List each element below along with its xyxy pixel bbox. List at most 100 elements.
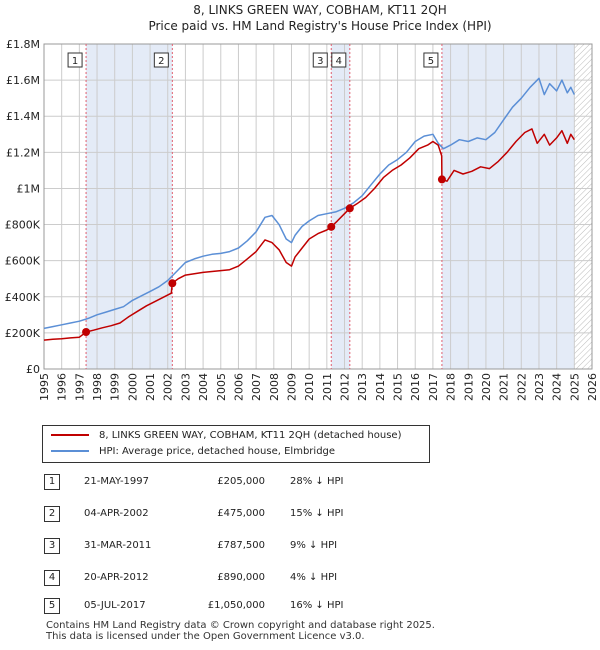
y-tick-label: £200K bbox=[5, 327, 41, 340]
x-tick-label: 2018 bbox=[445, 373, 458, 401]
y-tick-label: £1.2M bbox=[6, 146, 40, 159]
legend-swatch-property bbox=[51, 434, 89, 436]
forecast-hatch bbox=[574, 44, 592, 369]
x-tick-label: 2015 bbox=[392, 373, 405, 401]
table-row: 4 20-APR-2012 £890,000 4% ↓ HPI bbox=[0, 568, 600, 588]
x-tick-label: 2011 bbox=[321, 373, 334, 401]
shaded-period bbox=[86, 44, 173, 369]
x-tick-label: 1999 bbox=[109, 373, 122, 401]
sale-hpi-diff: 28% ↓ HPI bbox=[290, 476, 344, 487]
table-row: 1 21-MAY-1997 £205,000 28% ↓ HPI bbox=[0, 472, 600, 492]
x-tick-label: 1995 bbox=[38, 373, 51, 401]
price-chart: 8, LINKS GREEN WAY, COBHAM, KT11 2QH Pri… bbox=[5, 3, 599, 401]
sale-date: 31-MAR-2011 bbox=[84, 540, 152, 551]
y-tick-label: £1.4M bbox=[6, 110, 40, 123]
sale-marker-label: 1 bbox=[72, 56, 78, 67]
x-tick-label: 2012 bbox=[339, 373, 352, 401]
sale-hpi-diff: 9% ↓ HPI bbox=[290, 540, 338, 551]
legend: 8, LINKS GREEN WAY, COBHAM, KT11 2QH (de… bbox=[42, 425, 430, 463]
plot-border bbox=[43, 43, 593, 370]
x-tick-label: 2006 bbox=[232, 373, 245, 401]
x-tick-label: 1997 bbox=[73, 373, 86, 401]
sale-number: 4 bbox=[44, 570, 60, 586]
sale-point bbox=[437, 175, 446, 184]
y-tick-label: £0 bbox=[26, 363, 40, 376]
x-tick-label: 2001 bbox=[144, 373, 157, 401]
sale-marker-box bbox=[153, 52, 169, 68]
footer-license: This data is licensed under the Open Gov… bbox=[46, 631, 365, 642]
series-line-property bbox=[43, 128, 575, 341]
sale-point bbox=[345, 204, 354, 213]
chart-subtitle: Price paid vs. HM Land Registry's House … bbox=[148, 19, 491, 33]
table-row: 2 04-APR-2002 £475,000 15% ↓ HPI bbox=[0, 504, 600, 524]
sale-date: 04-APR-2002 bbox=[84, 508, 149, 519]
sale-number: 5 bbox=[44, 598, 60, 614]
legend-label-property: 8, LINKS GREEN WAY, COBHAM, KT11 2QH (de… bbox=[99, 430, 402, 441]
sale-marker-box bbox=[312, 52, 328, 68]
sale-date: 21-MAY-1997 bbox=[84, 476, 150, 487]
x-tick-label: 2014 bbox=[374, 373, 387, 401]
x-tick-label: 2013 bbox=[356, 373, 369, 401]
sale-date: 20-APR-2012 bbox=[84, 572, 149, 583]
legend-label-hpi: HPI: Average price, detached house, Elmb… bbox=[99, 446, 336, 457]
sale-point bbox=[82, 327, 91, 336]
table-row: 3 31-MAR-2011 £787,500 9% ↓ HPI bbox=[0, 536, 600, 556]
x-tick-label: 2026 bbox=[586, 373, 599, 401]
x-tick-label: 2005 bbox=[215, 373, 228, 401]
series-line-hpi bbox=[43, 77, 575, 330]
y-tick-label: £600K bbox=[5, 255, 41, 268]
sale-number: 3 bbox=[44, 538, 60, 554]
sale-hpi-diff: 16% ↓ HPI bbox=[290, 600, 344, 611]
shaded-period bbox=[441, 44, 575, 369]
chart-title: 8, LINKS GREEN WAY, COBHAM, KT11 2QH bbox=[193, 3, 447, 17]
sale-marker-box bbox=[67, 52, 83, 68]
x-tick-label: 2009 bbox=[285, 373, 298, 401]
x-tick-label: 2016 bbox=[409, 373, 422, 401]
footer: Contains HM Land Registry data © Crown c… bbox=[46, 620, 435, 642]
sale-point bbox=[327, 222, 336, 231]
sale-price: £787,500 bbox=[217, 540, 265, 551]
y-tick-label: £400K bbox=[5, 291, 41, 304]
y-tick-label: £1M bbox=[17, 182, 41, 195]
sale-marker-label: 5 bbox=[428, 56, 434, 67]
sale-marker-box bbox=[331, 52, 347, 68]
sale-number: 2 bbox=[44, 506, 60, 522]
sale-number: 1 bbox=[44, 474, 60, 490]
x-tick-label: 2021 bbox=[498, 373, 511, 401]
shaded-period bbox=[331, 44, 350, 369]
y-tick-label: £800K bbox=[5, 219, 41, 232]
x-tick-label: 2020 bbox=[480, 373, 493, 401]
x-tick-label: 2010 bbox=[303, 373, 316, 401]
sale-marker-label: 2 bbox=[158, 56, 164, 67]
x-tick-label: 2019 bbox=[462, 373, 475, 401]
x-tick-label: 2025 bbox=[568, 373, 581, 401]
sale-price: £1,050,000 bbox=[207, 600, 265, 611]
x-tick-label: 2007 bbox=[250, 373, 263, 401]
sale-hpi-diff: 15% ↓ HPI bbox=[290, 508, 344, 519]
footer-copyright: Contains HM Land Registry data © Crown c… bbox=[46, 620, 435, 631]
sale-marker-box bbox=[423, 52, 439, 68]
sale-marker-label: 4 bbox=[336, 56, 342, 67]
sale-marker-label: 3 bbox=[317, 56, 323, 67]
y-tick-label: £1.8M bbox=[6, 38, 40, 51]
sale-hpi-diff: 4% ↓ HPI bbox=[290, 572, 338, 583]
x-tick-label: 2023 bbox=[533, 373, 546, 401]
x-tick-label: 1996 bbox=[56, 373, 69, 401]
x-tick-label: 2022 bbox=[515, 373, 528, 401]
x-tick-label: 2008 bbox=[268, 373, 281, 401]
x-tick-label: 2024 bbox=[551, 373, 564, 401]
x-tick-label: 2004 bbox=[197, 373, 210, 401]
table-row: 5 05-JUL-2017 £1,050,000 16% ↓ HPI bbox=[0, 596, 600, 616]
x-tick-label: 2017 bbox=[427, 373, 440, 401]
legend-swatch-hpi bbox=[51, 450, 89, 452]
sale-price: £475,000 bbox=[217, 508, 265, 519]
x-tick-label: 2003 bbox=[179, 373, 192, 401]
legend-item-property: 8, LINKS GREEN WAY, COBHAM, KT11 2QH (de… bbox=[51, 429, 401, 443]
sale-price: £890,000 bbox=[217, 572, 265, 583]
sale-point bbox=[168, 279, 177, 288]
x-tick-label: 2002 bbox=[162, 373, 175, 401]
x-tick-label: 2000 bbox=[126, 373, 139, 401]
sale-price: £205,000 bbox=[217, 476, 265, 487]
legend-item-hpi: HPI: Average price, detached house, Elmb… bbox=[51, 445, 335, 459]
y-tick-label: £1.6M bbox=[6, 74, 40, 87]
